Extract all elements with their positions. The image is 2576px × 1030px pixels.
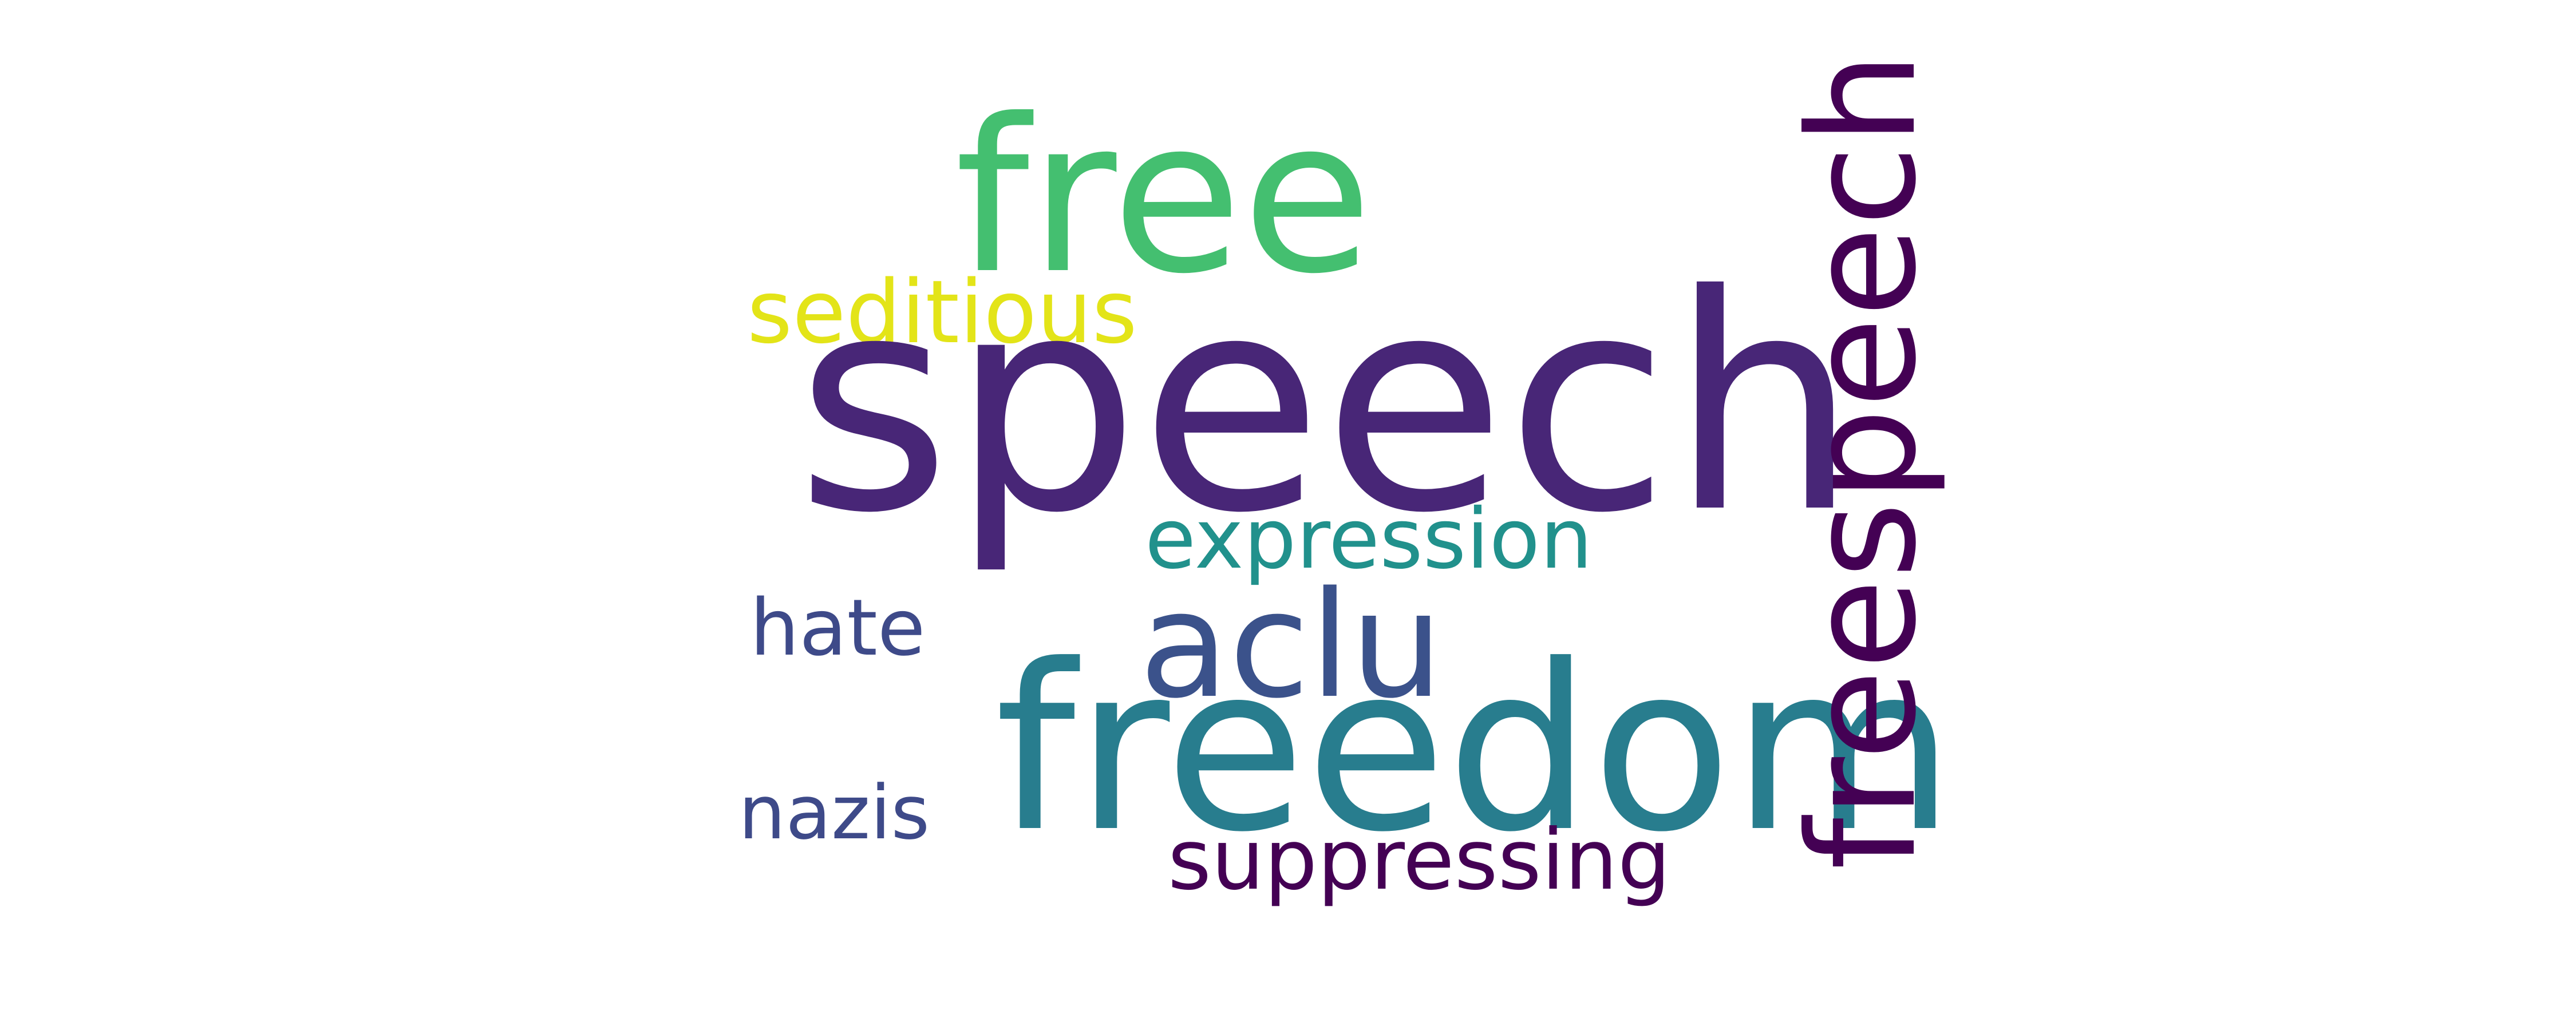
word-free: free: [955, 74, 1373, 320]
word-aclu: aclu: [1139, 560, 1443, 731]
word-suppressing: suppressing: [1168, 811, 1671, 909]
word-hate: hate: [750, 583, 926, 674]
word-nazis: nazis: [738, 769, 930, 856]
word-speech: speech: [796, 231, 1859, 578]
word-seditious: seditious: [747, 262, 1137, 363]
word-freedom: freedom: [995, 616, 1955, 882]
word-freespeech: freespeech: [1777, 52, 1949, 870]
word-expression: expression: [1145, 491, 1593, 588]
